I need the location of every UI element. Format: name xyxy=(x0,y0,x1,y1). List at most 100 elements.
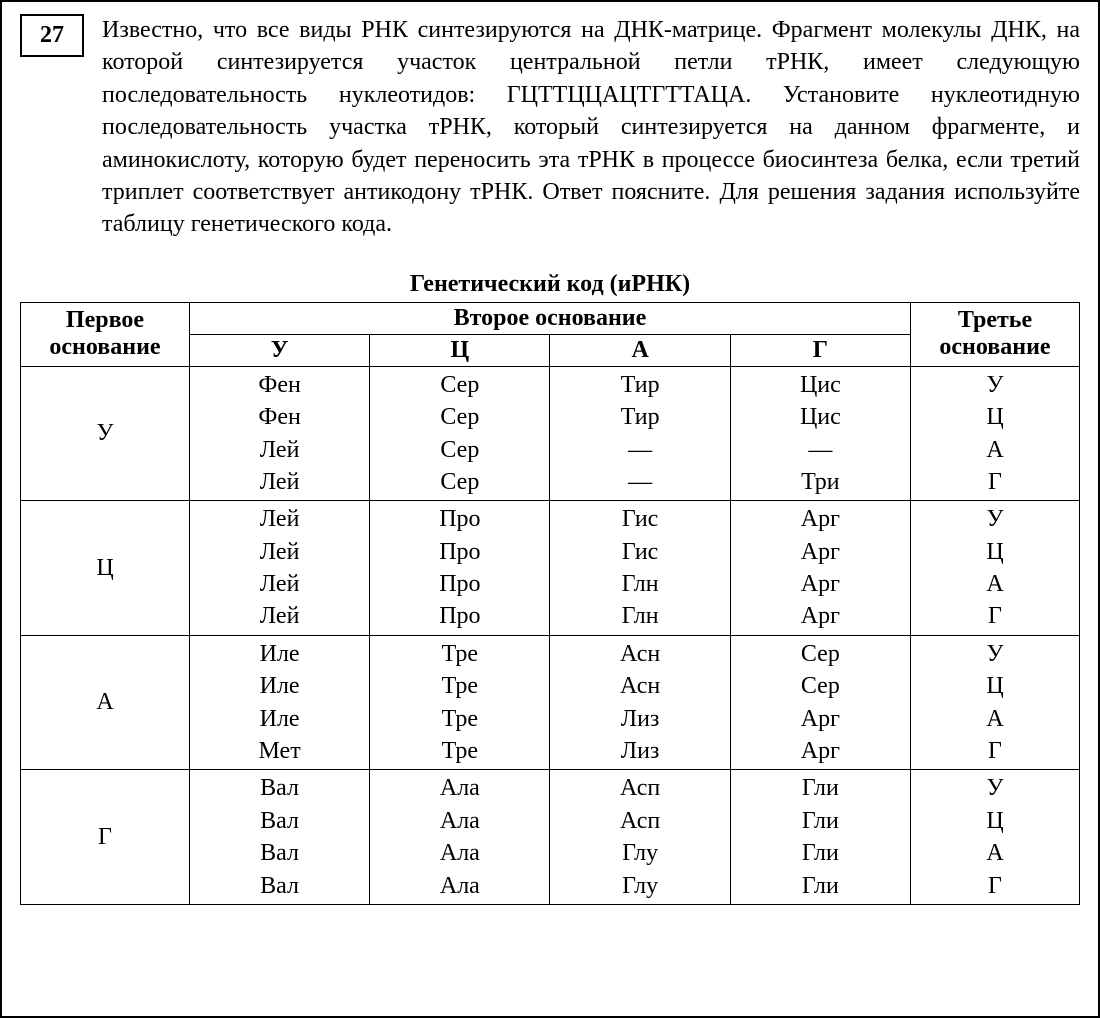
header-second-base: Второе основание xyxy=(189,302,910,334)
amino-acid: Тир xyxy=(556,369,723,401)
amino-acid: Цис xyxy=(737,369,904,401)
amino-acid: Про xyxy=(376,600,543,632)
amino-acid: Лиз xyxy=(556,703,723,735)
third-base: Г xyxy=(917,870,1073,902)
second-base-2: А xyxy=(550,334,730,366)
amino-acid: Лиз xyxy=(556,735,723,767)
amino-acid: Тре xyxy=(376,735,543,767)
third-base: А xyxy=(917,568,1073,600)
third-base: Ц xyxy=(917,401,1073,433)
amino-acid: Тре xyxy=(376,638,543,670)
amino-acid: Асн xyxy=(556,670,723,702)
amino-acid: Асп xyxy=(556,772,723,804)
third-base-cell: УЦАГ xyxy=(910,501,1079,636)
amino-acid: Иле xyxy=(196,703,363,735)
header-row-1: Первое основание Второе основание Третье… xyxy=(21,302,1080,334)
second-base-1: Ц xyxy=(370,334,550,366)
amino-acid: Сер xyxy=(376,401,543,433)
table-row: АИлеИлеИлеМетТреТреТреТреАснАснЛизЛизСер… xyxy=(21,635,1080,770)
amino-acid: Арг xyxy=(737,536,904,568)
third-base-cell: УЦАГ xyxy=(910,770,1079,905)
amino-acid: Сер xyxy=(737,638,904,670)
amino-acid: Тре xyxy=(376,703,543,735)
amino-acid: Мет xyxy=(196,735,363,767)
third-base: У xyxy=(917,503,1073,535)
amino-acid: Иле xyxy=(196,638,363,670)
amino-acid: Лей xyxy=(196,568,363,600)
amino-acid: Ала xyxy=(376,870,543,902)
amino-acid: Лей xyxy=(196,600,363,632)
amino-acid: Асн xyxy=(556,638,723,670)
amino-acid: Гли xyxy=(737,805,904,837)
third-base: Г xyxy=(917,735,1073,767)
amino-acid: Про xyxy=(376,568,543,600)
amino-acid: Гли xyxy=(737,870,904,902)
amino-acid: Лей xyxy=(196,536,363,568)
amino-acid: — xyxy=(556,466,723,498)
amino-acid: Гли xyxy=(737,837,904,869)
amino-acid: Сер xyxy=(376,434,543,466)
amino-acid: — xyxy=(556,434,723,466)
amino-acid: Гис xyxy=(556,503,723,535)
codon-cell: ТирТир—— xyxy=(550,366,730,501)
codon-cell: ИлеИлеИлеМет xyxy=(189,635,369,770)
amino-acid: Вал xyxy=(196,772,363,804)
codon-cell: ЛейЛейЛейЛей xyxy=(189,501,369,636)
codon-table-body: УФенФенЛейЛейСерСерСерСерТирТир——ЦисЦис—… xyxy=(21,366,1080,904)
second-base-3: Г xyxy=(730,334,910,366)
table-row: ГВалВалВалВалАлаАлаАлаАлаАспАспГлуГлуГли… xyxy=(21,770,1080,905)
amino-acid: Лей xyxy=(196,466,363,498)
amino-acid: Арг xyxy=(737,600,904,632)
codon-cell: СерСерАргАрг xyxy=(730,635,910,770)
header-third-base: Третье основание xyxy=(910,302,1079,366)
amino-acid: Глу xyxy=(556,837,723,869)
amino-acid: Глу xyxy=(556,870,723,902)
codon-cell: АргАргАргАрг xyxy=(730,501,910,636)
amino-acid: Ала xyxy=(376,805,543,837)
amino-acid: Асп xyxy=(556,805,723,837)
third-base: У xyxy=(917,369,1073,401)
amino-acid: Фен xyxy=(196,401,363,433)
page-container: 27 Известно, что все виды РНК синтезирую… xyxy=(0,0,1100,1018)
amino-acid: Цис xyxy=(737,401,904,433)
amino-acid: Про xyxy=(376,536,543,568)
first-base-cell: У xyxy=(21,366,190,501)
amino-acid: Ала xyxy=(376,772,543,804)
amino-acid: — xyxy=(737,434,904,466)
codon-cell: ТреТреТреТре xyxy=(370,635,550,770)
question-row: 27 Известно, что все виды РНК синтезирую… xyxy=(20,14,1080,241)
amino-acid: Гли xyxy=(737,772,904,804)
third-base: У xyxy=(917,772,1073,804)
first-base-cell: Г xyxy=(21,770,190,905)
amino-acid: Про xyxy=(376,503,543,535)
amino-acid: Лей xyxy=(196,503,363,535)
amino-acid: Сер xyxy=(376,466,543,498)
amino-acid: Три xyxy=(737,466,904,498)
table-row: УФенФенЛейЛейСерСерСерСерТирТир——ЦисЦис—… xyxy=(21,366,1080,501)
codon-cell: АснАснЛизЛиз xyxy=(550,635,730,770)
amino-acid: Арг xyxy=(737,735,904,767)
amino-acid: Иле xyxy=(196,670,363,702)
first-base-cell: Ц xyxy=(21,501,190,636)
amino-acid: Лей xyxy=(196,434,363,466)
codon-cell: ЦисЦис—Три xyxy=(730,366,910,501)
third-base: У xyxy=(917,638,1073,670)
question-text: Известно, что все виды РНК синтезируются… xyxy=(102,14,1080,241)
question-number-box: 27 xyxy=(20,14,84,57)
codon-cell: АспАспГлуГлу xyxy=(550,770,730,905)
amino-acid: Арг xyxy=(737,568,904,600)
codon-cell: ГисГисГлнГлн xyxy=(550,501,730,636)
codon-cell: ПроПроПроПро xyxy=(370,501,550,636)
codon-cell: ВалВалВалВал xyxy=(189,770,369,905)
third-base: А xyxy=(917,434,1073,466)
amino-acid: Глн xyxy=(556,568,723,600)
codon-cell: ГлиГлиГлиГли xyxy=(730,770,910,905)
amino-acid: Гис xyxy=(556,536,723,568)
first-base-cell: А xyxy=(21,635,190,770)
third-base-cell: УЦАГ xyxy=(910,366,1079,501)
amino-acid: Тре xyxy=(376,670,543,702)
amino-acid: Сер xyxy=(737,670,904,702)
amino-acid: Вал xyxy=(196,805,363,837)
third-base: Г xyxy=(917,600,1073,632)
third-base: Ц xyxy=(917,670,1073,702)
